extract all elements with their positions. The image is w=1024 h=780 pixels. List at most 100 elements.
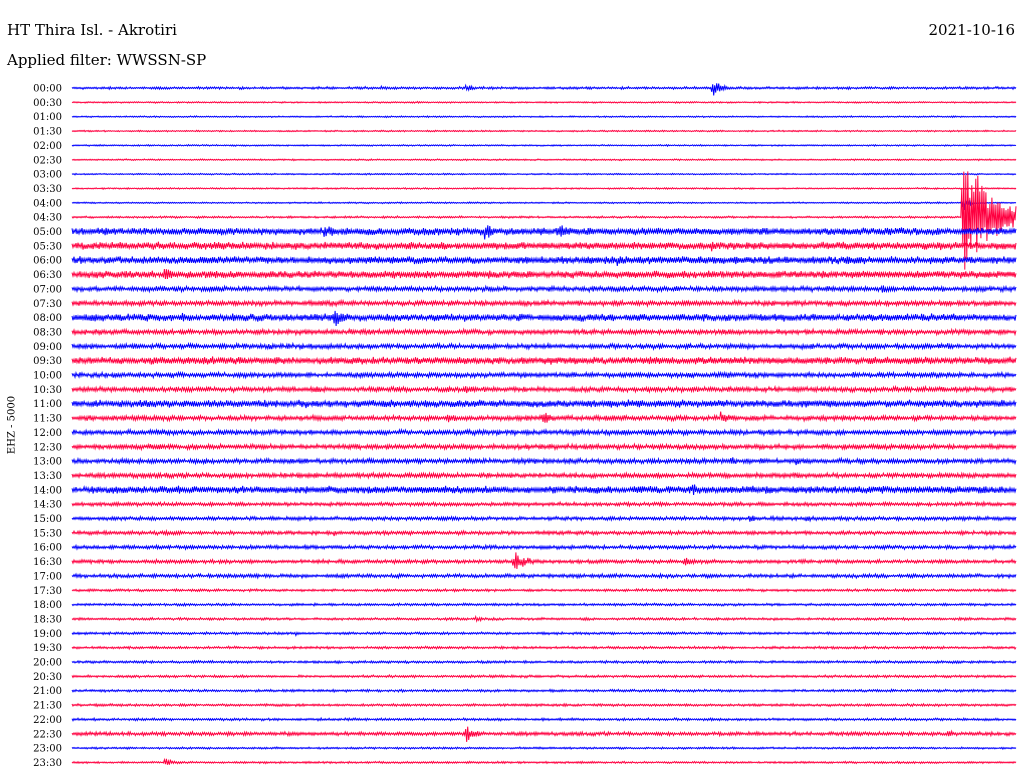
seismic-trace-row bbox=[71, 645, 1017, 651]
seismic-trace-row bbox=[71, 172, 1017, 176]
seismic-trace-row bbox=[71, 716, 1017, 723]
seismic-trace-row bbox=[71, 528, 1017, 537]
row-time-label: 08:00 bbox=[33, 313, 62, 324]
seismic-trace-row bbox=[71, 442, 1017, 452]
seismic-trace-row bbox=[71, 171, 1017, 270]
row-time-label: 00:30 bbox=[33, 98, 62, 109]
seismic-trace-row bbox=[71, 241, 1017, 252]
row-time-label: 07:00 bbox=[33, 284, 62, 295]
seismic-trace-row bbox=[71, 500, 1017, 508]
seismic-trace-row bbox=[71, 298, 1017, 308]
row-time-label: 10:30 bbox=[33, 385, 62, 396]
seismic-trace-row bbox=[71, 602, 1017, 608]
row-time-label: 05:30 bbox=[33, 241, 62, 252]
seismic-trace-row bbox=[71, 327, 1017, 337]
seismic-trace-row bbox=[71, 370, 1017, 380]
seismic-trace-row bbox=[71, 399, 1017, 409]
seismic-trace-row bbox=[71, 341, 1017, 352]
row-time-label: 17:30 bbox=[33, 586, 62, 597]
seismic-trace-row bbox=[71, 225, 1017, 240]
row-time-label: 01:00 bbox=[33, 112, 62, 123]
row-time-label: 21:30 bbox=[33, 701, 62, 712]
row-time-label: 04:30 bbox=[33, 213, 62, 224]
row-time-label: 19:00 bbox=[33, 629, 62, 640]
filter-label: Applied filter: WWSSN-SP bbox=[7, 51, 207, 69]
row-time-label: 18:30 bbox=[33, 614, 62, 625]
seismic-trace-row bbox=[71, 284, 1017, 294]
row-time-label: 02:30 bbox=[33, 155, 62, 166]
seismic-trace-row bbox=[71, 456, 1017, 466]
seismic-trace-row bbox=[71, 587, 1017, 593]
row-time-label: 11:30 bbox=[33, 414, 62, 425]
row-time-label: 22:30 bbox=[33, 729, 62, 740]
seismic-trace-row bbox=[71, 572, 1017, 580]
row-time-label: 07:30 bbox=[33, 299, 62, 310]
row-time-label: 09:00 bbox=[33, 342, 62, 353]
row-time-label: 16:30 bbox=[33, 557, 62, 568]
row-time-label: 09:30 bbox=[33, 356, 62, 367]
row-time-label: 14:30 bbox=[33, 500, 62, 511]
seismic-trace-row bbox=[71, 427, 1017, 438]
seismic-trace-row bbox=[71, 484, 1017, 496]
seismic-trace-row bbox=[71, 115, 1017, 119]
row-time-label: 08:30 bbox=[33, 327, 62, 338]
seismic-trace-row bbox=[71, 197, 1017, 210]
row-time-label: 03:00 bbox=[33, 170, 62, 181]
seismic-trace-row bbox=[71, 411, 1017, 423]
row-time-label: 19:30 bbox=[33, 643, 62, 654]
row-time-label: 20:00 bbox=[33, 658, 62, 669]
row-time-label: 14:00 bbox=[33, 485, 62, 496]
row-time-label: 13:00 bbox=[33, 457, 62, 468]
seismic-trace-row bbox=[71, 143, 1017, 148]
row-time-label: 18:00 bbox=[33, 600, 62, 611]
seismic-trace-row bbox=[71, 659, 1017, 665]
seismic-trace-row bbox=[71, 688, 1017, 694]
seismic-trace-row bbox=[71, 614, 1017, 623]
seismic-trace-row bbox=[71, 384, 1017, 394]
row-time-label: 16:00 bbox=[33, 543, 62, 554]
seismic-trace-row bbox=[71, 552, 1017, 569]
row-time-label: 05:00 bbox=[33, 227, 62, 238]
seismic-trace-row bbox=[71, 471, 1017, 480]
row-time-label: 02:00 bbox=[33, 141, 62, 152]
seismic-trace-row bbox=[71, 129, 1017, 133]
seismic-trace-row bbox=[71, 630, 1017, 638]
seismic-trace-row bbox=[71, 702, 1017, 708]
row-time-label: 20:30 bbox=[33, 672, 62, 683]
seismic-trace-row bbox=[71, 726, 1017, 742]
record-date: 2021-10-16 bbox=[928, 21, 1015, 39]
row-time-label: 21:00 bbox=[33, 686, 62, 697]
row-time-label: 13:30 bbox=[33, 471, 62, 482]
row-time-label: 01:30 bbox=[33, 127, 62, 138]
seismic-trace-row bbox=[71, 83, 1017, 96]
row-time-label: 00:00 bbox=[33, 84, 62, 95]
seismic-trace-row bbox=[71, 757, 1017, 765]
row-time-label: 03:30 bbox=[33, 184, 62, 195]
seismic-trace-row bbox=[71, 514, 1017, 523]
seismic-trace-row bbox=[71, 186, 1017, 191]
seismic-trace-row bbox=[71, 269, 1017, 280]
station-title: HT Thira Isl. - Akrotiri bbox=[7, 21, 177, 39]
row-time-label: 17:00 bbox=[33, 571, 62, 582]
row-time-label: 12:30 bbox=[33, 442, 62, 453]
row-time-label: 06:00 bbox=[33, 256, 62, 267]
seismic-trace-row bbox=[71, 746, 1017, 751]
seismic-trace-row bbox=[71, 255, 1017, 266]
row-time-label: 22:00 bbox=[33, 715, 62, 726]
row-time-label: 15:00 bbox=[33, 514, 62, 525]
row-time-label: 04:00 bbox=[33, 198, 62, 209]
seismic-trace-row bbox=[71, 310, 1017, 327]
row-time-label: 15:30 bbox=[33, 528, 62, 539]
seismic-trace-row bbox=[71, 158, 1017, 162]
row-time-label: 11:00 bbox=[33, 399, 62, 410]
seismic-trace-row bbox=[71, 673, 1017, 679]
row-time-label: 12:00 bbox=[33, 428, 62, 439]
row-time-label: 23:00 bbox=[33, 744, 62, 755]
row-time-label: 06:30 bbox=[33, 270, 62, 281]
row-time-label: 23:30 bbox=[33, 758, 62, 769]
seismic-trace-row bbox=[71, 356, 1017, 366]
seismic-trace-row bbox=[71, 543, 1017, 551]
row-time-label: 10:00 bbox=[33, 371, 62, 382]
seismic-trace-row bbox=[71, 100, 1017, 105]
